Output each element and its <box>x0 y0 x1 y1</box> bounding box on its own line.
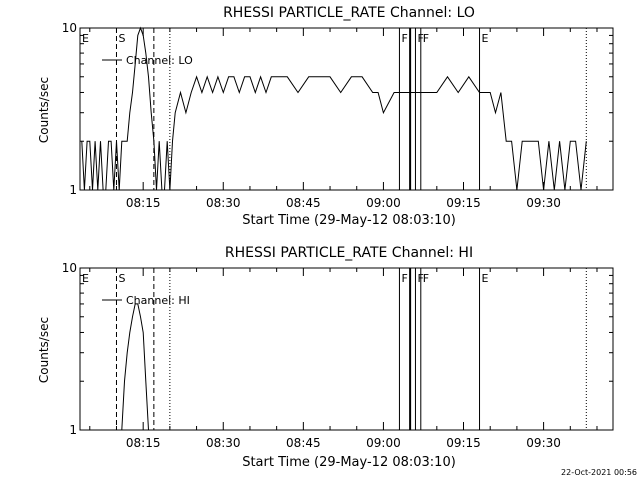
plot-area: ESFFFE08:1508:3008:4509:0009:1509:30110C… <box>62 261 614 450</box>
flare-marker-label: S <box>118 32 125 45</box>
flare-marker-label: E <box>482 272 489 285</box>
x-tick-label: 09:30 <box>526 196 561 210</box>
legend-entry: Channel: LO <box>126 54 193 67</box>
series-line <box>121 303 149 431</box>
x-axis-label: Start Time (29-May-12 08:03:10) <box>242 213 456 228</box>
x-tick-label: 08:15 <box>126 196 161 210</box>
x-tick-label: 09:15 <box>446 196 481 210</box>
y-tick-label: 1 <box>69 183 77 197</box>
y-axis-label: Counts/sec <box>37 77 51 143</box>
x-tick-label: 08:30 <box>206 436 241 450</box>
chart-title: RHESSI PARTICLE_RATE Channel: LO <box>223 5 475 21</box>
chart-title: RHESSI PARTICLE_RATE Channel: HI <box>225 245 473 261</box>
y-tick-label: 10 <box>62 261 77 275</box>
x-tick-label: 08:45 <box>286 436 321 450</box>
y-tick-label: 1 <box>69 423 77 437</box>
flare-marker-label: F <box>401 32 407 45</box>
x-tick-label: 08:15 <box>126 436 161 450</box>
flare-marker-label: F <box>423 272 429 285</box>
x-tick-label: 09:30 <box>526 436 561 450</box>
panel-channel-hi: RHESSI PARTICLE_RATE Channel: HI Counts/… <box>37 245 614 470</box>
flare-marker-label: E <box>82 32 89 45</box>
x-axis-label: Start Time (29-May-12 08:03:10) <box>242 455 456 470</box>
x-tick-label: 09:15 <box>446 436 481 450</box>
panel-channel-lo: RHESSI PARTICLE_RATE Channel: LO Counts/… <box>37 5 614 228</box>
y-axis-label: Counts/sec <box>37 317 51 383</box>
flare-marker-label: S <box>118 272 125 285</box>
legend-entry: Channel: HI <box>126 294 190 307</box>
timestamp: 22-Oct-2021 00:56 <box>561 468 637 477</box>
y-tick-label: 10 <box>62 21 77 35</box>
series-line <box>81 26 587 191</box>
flare-marker-label: F <box>401 272 407 285</box>
x-tick-label: 08:45 <box>286 196 321 210</box>
flare-marker-label: E <box>482 32 489 45</box>
plot-area: ESFFFE08:1508:3008:4509:0009:1509:30110C… <box>62 21 614 210</box>
x-tick-label: 08:30 <box>206 196 241 210</box>
x-tick-label: 09:00 <box>366 196 401 210</box>
flare-marker-label: F <box>423 32 429 45</box>
flare-marker-label: E <box>82 272 89 285</box>
x-tick-label: 09:00 <box>366 436 401 450</box>
